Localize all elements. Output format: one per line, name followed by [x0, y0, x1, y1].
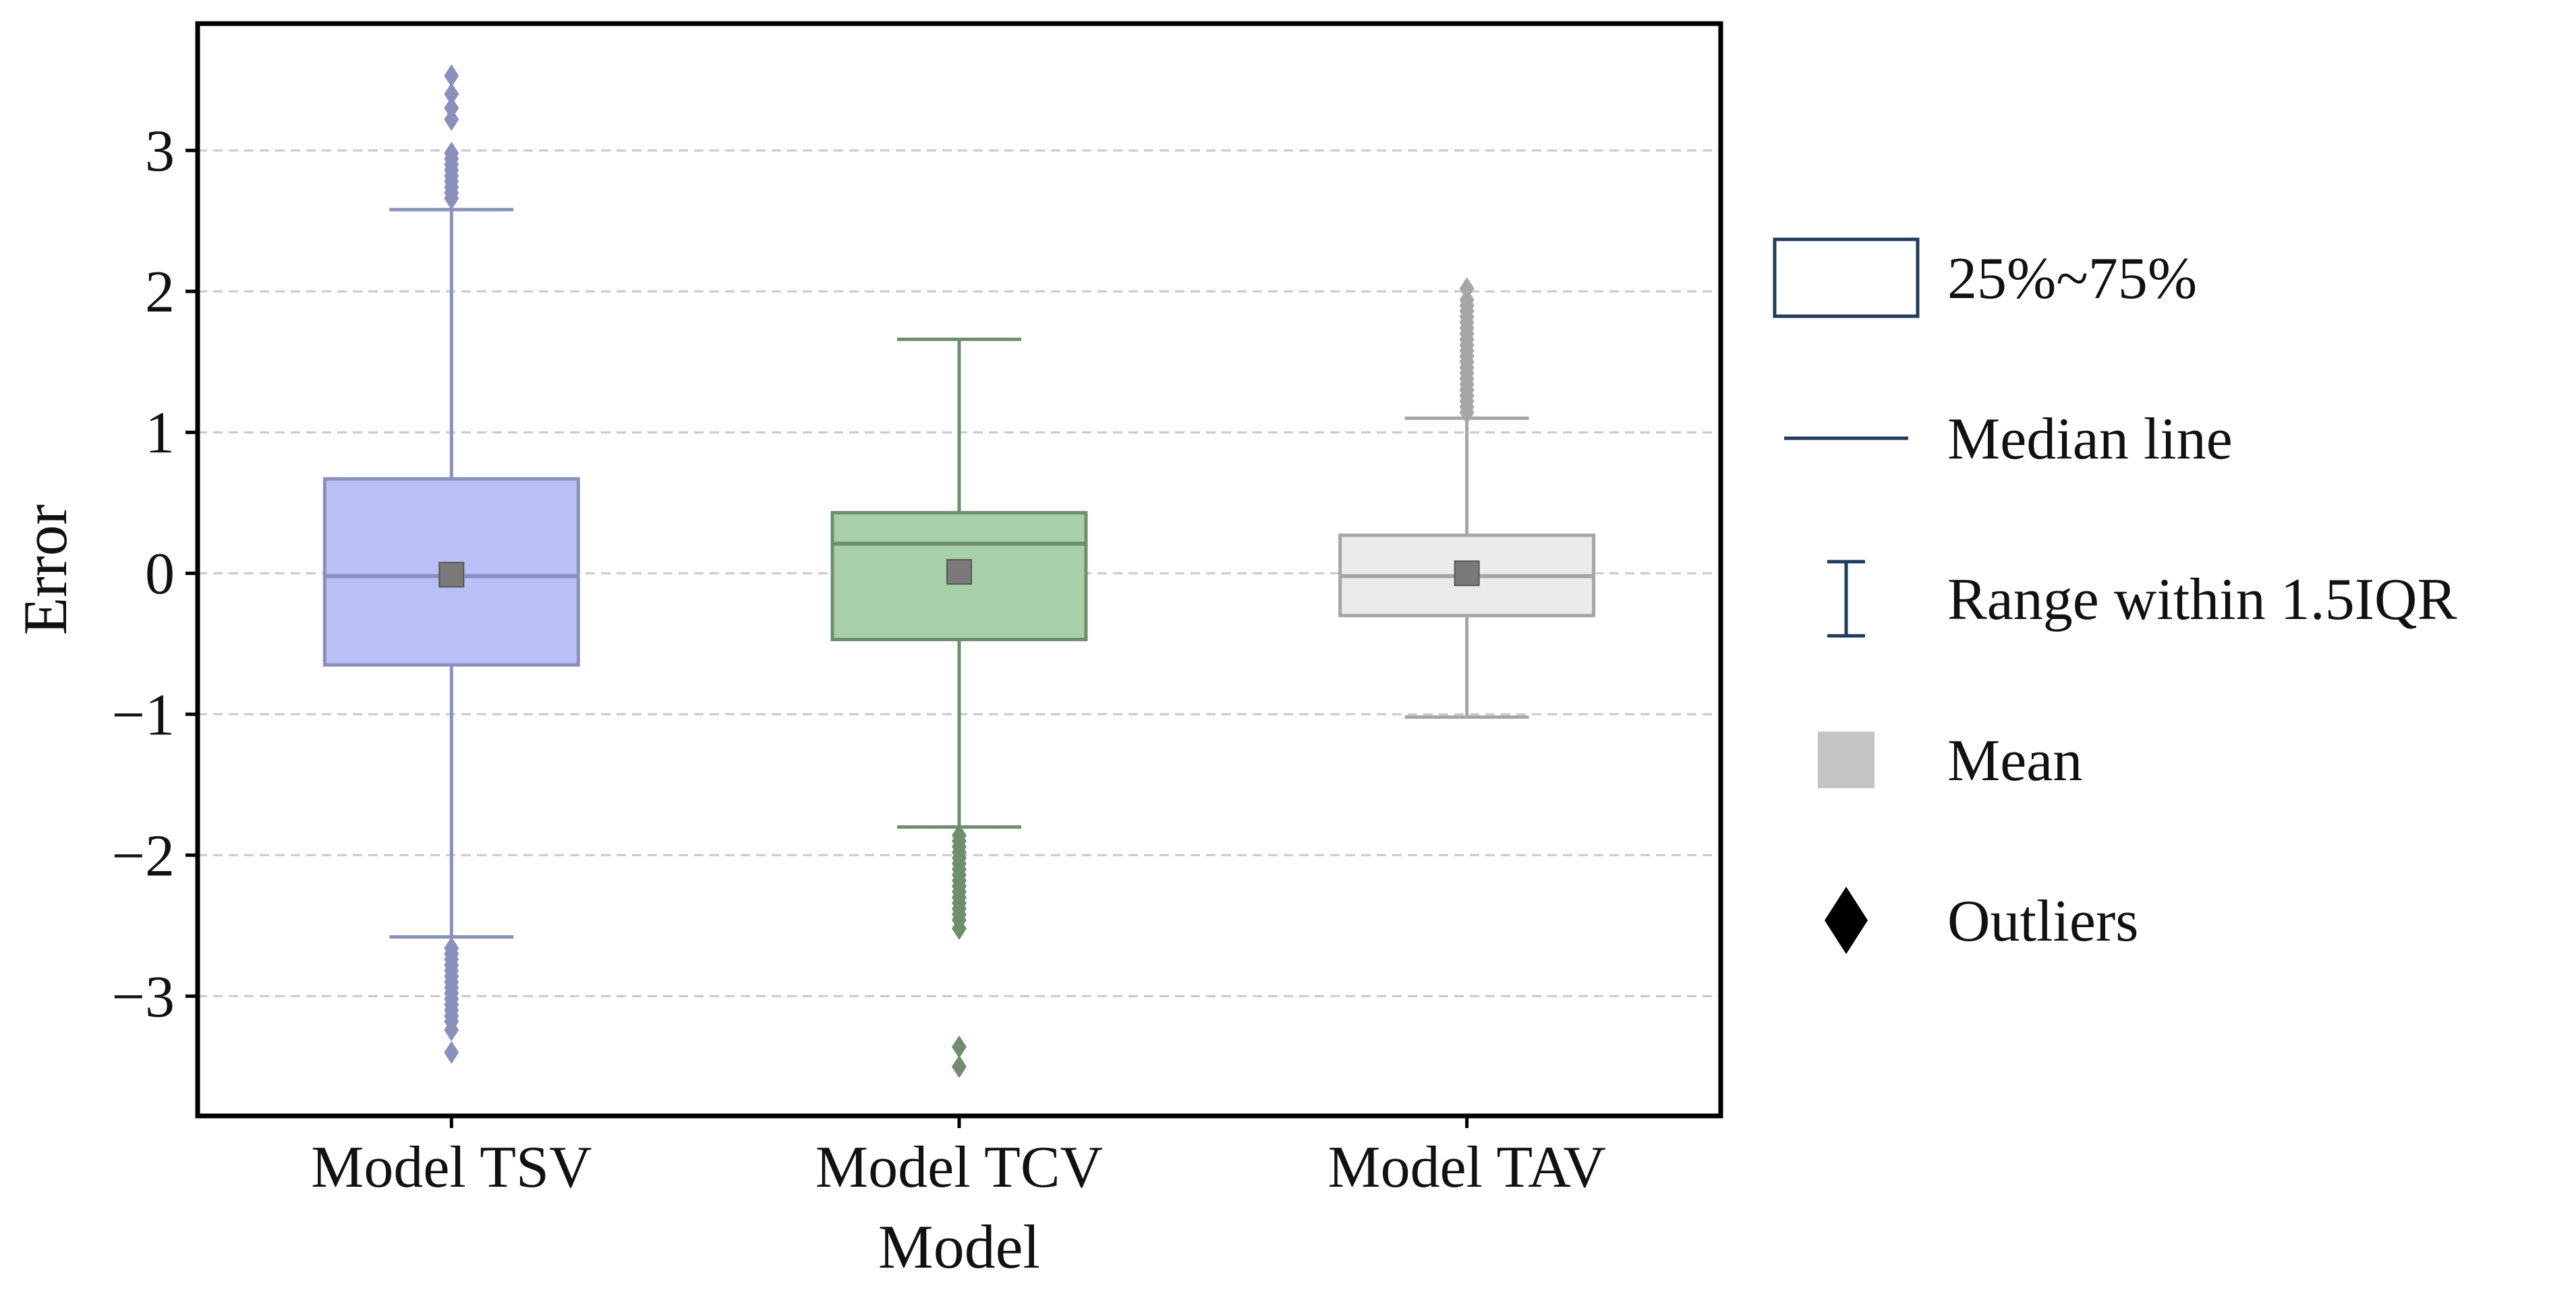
y-tick-label: 0 [145, 541, 175, 607]
y-tick-label: −2 [111, 823, 175, 889]
outlier-point [444, 82, 459, 106]
y-tick-label: 2 [145, 260, 175, 325]
legend-item: Mean [1818, 728, 2082, 794]
outlier-point [952, 1035, 967, 1059]
mean-marker [946, 559, 972, 585]
outlier-point [444, 1018, 459, 1042]
legend-item: 25%~75% [1773, 237, 2197, 318]
outlier-point [444, 64, 459, 88]
box-group [830, 337, 1088, 1078]
legend-label: Outliers [1947, 889, 2139, 954]
legend-label: Range within 1.5IQR [1947, 567, 2457, 632]
y-tick-label: −3 [111, 964, 175, 1030]
legend-item: Range within 1.5IQR [1827, 560, 2457, 638]
legend: 25%~75% Median line Range within 1.5IQR Mea… [1773, 237, 2457, 954]
x-tick-label: Model TSV [311, 1135, 592, 1200]
axis-layer: −3 −2 −1 0 1 2 3 Model TSV Model TCV Model TAV [111, 119, 1606, 1200]
outlier-point [444, 142, 459, 165]
legend-item: Outliers [1825, 887, 2139, 954]
outlier-point [444, 1040, 459, 1064]
legend-mean-icon [1818, 732, 1874, 788]
mean-marker [438, 562, 465, 588]
outlier-point [952, 916, 967, 940]
y-tick-label: 1 [145, 401, 175, 466]
y-axis-title: Error [11, 504, 80, 635]
legend-box-icon [1773, 237, 1920, 318]
legend-outlier-icon [1825, 887, 1868, 954]
outlier-point [444, 96, 459, 120]
mean-marker [1454, 560, 1480, 587]
outlier-point [1459, 276, 1475, 300]
outlier-point [952, 1055, 967, 1078]
legend-label: Median line [1947, 407, 2233, 472]
legend-item: Median line [1784, 407, 2233, 472]
x-tick-label: Model TCV [815, 1135, 1103, 1200]
box-layer [322, 64, 1596, 1078]
y-tick-label: −1 [111, 682, 175, 748]
x-axis-title: Model [878, 1212, 1040, 1281]
box-group [1338, 276, 1596, 719]
y-tick-label: 3 [145, 119, 175, 184]
legend-label: Mean [1947, 728, 2082, 794]
box-group [322, 64, 580, 1064]
legend-label: 25%~75% [1947, 246, 2197, 312]
x-tick-label: Model TAV [1327, 1135, 1606, 1200]
